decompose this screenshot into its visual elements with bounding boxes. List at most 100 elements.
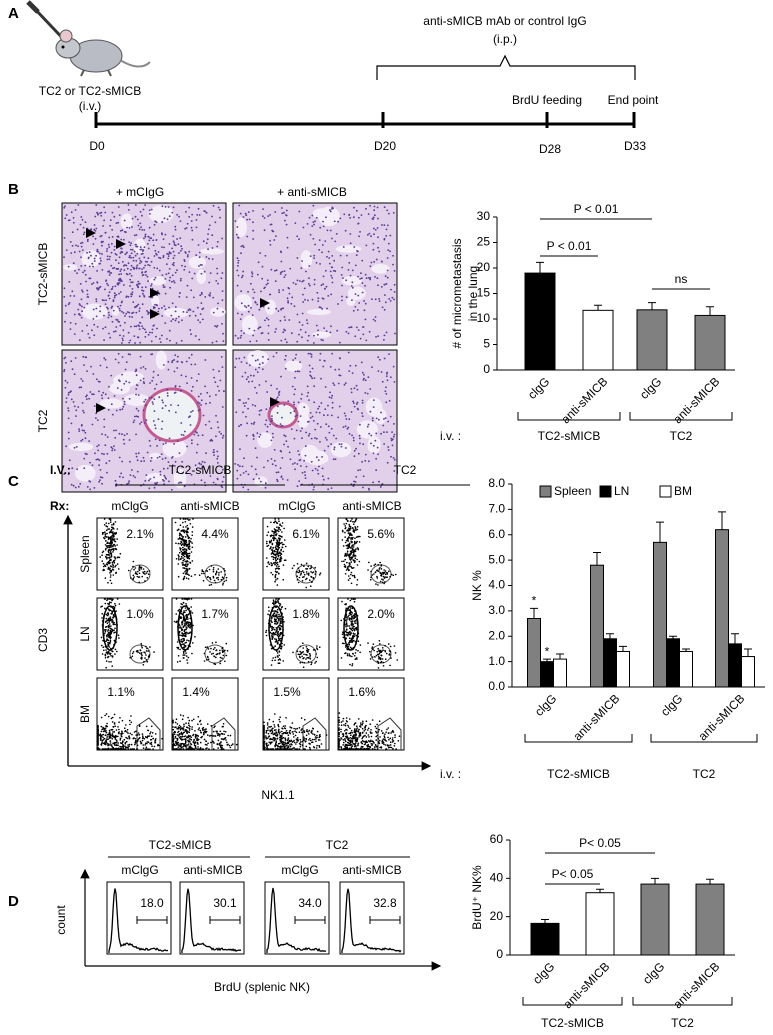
alveolus (149, 276, 166, 286)
alveolus (151, 295, 160, 307)
gate-percentage: 1.0% (126, 607, 154, 621)
error-bar (536, 261, 544, 274)
treatment: anti-sMICB (342, 499, 401, 513)
y-tick-label: 8.0 (488, 476, 505, 490)
error-bar (744, 648, 752, 657)
bar (653, 541, 667, 688)
group-label: TC2-sMICB (541, 1016, 604, 1030)
histology-image (232, 202, 398, 346)
bar (582, 309, 614, 371)
events (173, 598, 229, 666)
arrowhead (260, 298, 270, 308)
legend-label: LN (614, 484, 629, 498)
significance-label: * (532, 594, 537, 608)
alveolus (111, 306, 120, 316)
significance-label: * (545, 644, 550, 658)
bar (666, 638, 680, 688)
bar (527, 617, 541, 688)
group-label: TC2 (670, 429, 693, 443)
error-bar (594, 304, 602, 311)
gate-percentage: 1.4% (182, 685, 210, 699)
day: D0 (89, 139, 105, 153)
x-axis-label: BrdU (splenic NK) (214, 980, 310, 994)
significance-label: ns (675, 272, 688, 286)
alveolus (300, 250, 313, 269)
arrowhead (150, 288, 160, 298)
rx-label: Rx: (50, 499, 69, 513)
group-bracket (517, 412, 621, 421)
histogram-plot (264, 881, 330, 955)
arrowhead (96, 403, 106, 413)
y-tick-label: 0 (483, 362, 490, 376)
injection: TC2 or TC2-sMICB (39, 84, 141, 98)
events (263, 713, 328, 750)
significance-label: P< 0.05 (552, 867, 594, 881)
nuclei (63, 204, 225, 344)
alveolus (371, 263, 390, 274)
group-header: TC2-sMICB (169, 463, 232, 477)
group-bracket (632, 997, 733, 1006)
y-axis-label: # of micrometastasis (450, 238, 464, 348)
treatment: anti-sMICB (342, 863, 401, 877)
events (340, 598, 399, 669)
column-header: + anti-sMICB (277, 185, 347, 199)
alveolus (330, 441, 352, 458)
y-tick-label: 4.0 (488, 578, 505, 592)
alveolus (68, 442, 94, 451)
x-tick-label: anti-sMICB (571, 691, 623, 743)
contour (268, 605, 284, 651)
group-bracket (629, 412, 733, 421)
error-bar (718, 511, 726, 530)
y-tick-label: 5 (483, 337, 490, 351)
iv-label: I.V.: (50, 463, 71, 477)
alveolus (188, 256, 207, 269)
nuclei (63, 352, 225, 491)
group-header: TC2 (326, 838, 349, 852)
alveolus (148, 205, 174, 223)
alveolus (306, 308, 331, 316)
y-tick-label: 1.0 (488, 654, 505, 668)
histogram-plot (106, 881, 172, 955)
error-bar (656, 521, 664, 543)
x-tick-label: anti-sMICB (696, 691, 748, 743)
treatment: mClgG (281, 863, 318, 877)
alveolus (247, 350, 269, 367)
group-header: TC2-sMICB (149, 838, 212, 852)
x-tick-label: anti-sMICB (561, 959, 613, 1011)
y-axis-label: BrdU⁺ NK% (470, 865, 484, 930)
bar (540, 661, 554, 688)
y-tick-label: 7.0 (488, 502, 505, 516)
gate (211, 717, 236, 750)
group-bracket (522, 997, 623, 1006)
y-axis-label: CD3 (36, 628, 50, 652)
alveolus (284, 360, 303, 372)
gate (369, 916, 401, 924)
alveolus (341, 276, 362, 286)
gate-value: 18.0 (140, 896, 164, 910)
bar (741, 656, 755, 688)
gate-value: 34.0 (298, 896, 322, 910)
gate-percentage: 2.1% (126, 527, 154, 541)
events (99, 518, 151, 585)
alveolus (367, 435, 381, 455)
gate-percentage: 1.1% (107, 685, 135, 699)
group-bracket (650, 734, 758, 743)
bar (640, 883, 670, 956)
alveolus (297, 402, 310, 418)
panel-label: A (8, 5, 19, 22)
x-tick-label: clgG (525, 374, 552, 401)
gate-percentage: 1.8% (292, 607, 320, 621)
alveolus (75, 464, 96, 482)
x-tick-label: anti-sMICB (671, 959, 723, 1011)
alveolus (163, 307, 189, 318)
error-bar (593, 552, 601, 566)
significance-label: P < 0.01 (547, 239, 592, 253)
gate (377, 717, 402, 750)
row-header: TC2 (36, 409, 50, 432)
events (265, 598, 321, 668)
gate (136, 717, 161, 750)
error-bar (556, 653, 564, 660)
y-tick-label: 2.0 (488, 628, 505, 642)
vessel (142, 387, 202, 443)
y-tick-label: 0 (496, 947, 503, 961)
